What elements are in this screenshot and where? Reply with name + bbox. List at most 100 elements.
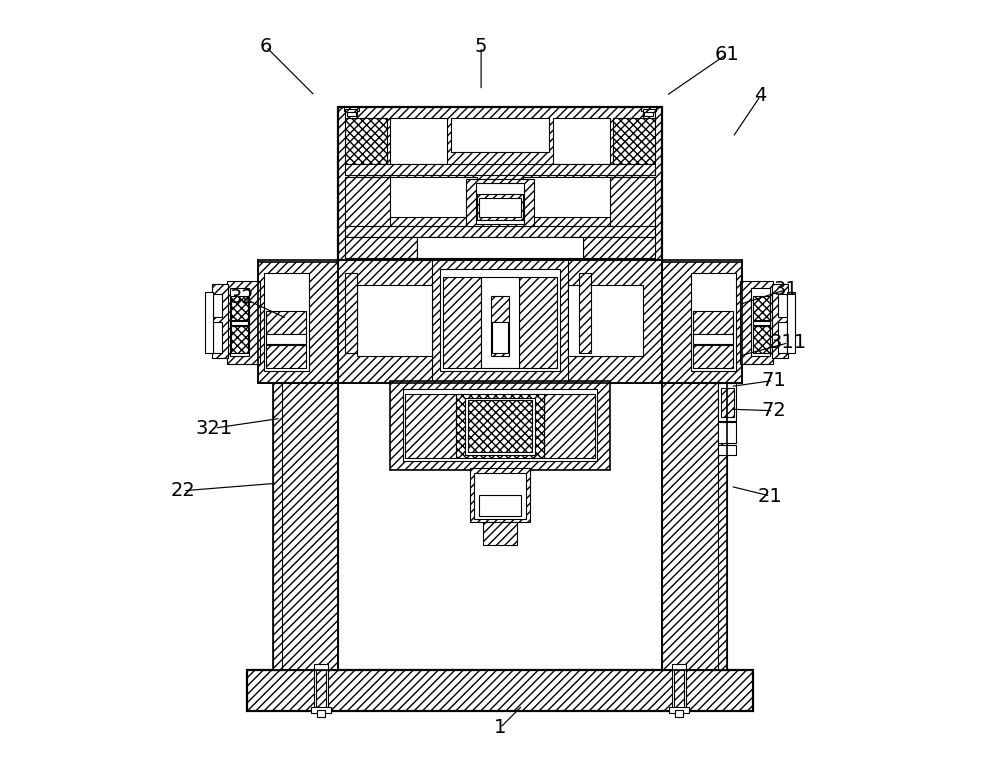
- Bar: [345, 164, 655, 175]
- Bar: [476, 183, 524, 224]
- Bar: [314, 665, 328, 709]
- Bar: [691, 274, 736, 371]
- Text: 61: 61: [714, 45, 739, 64]
- Bar: [403, 389, 597, 461]
- Bar: [583, 237, 655, 258]
- Bar: [519, 277, 557, 368]
- Bar: [266, 345, 306, 368]
- Text: 31: 31: [773, 280, 798, 299]
- Bar: [740, 280, 773, 364]
- Bar: [644, 111, 653, 116]
- Bar: [357, 177, 477, 217]
- Bar: [311, 706, 331, 713]
- Bar: [693, 311, 733, 334]
- Bar: [345, 118, 387, 164]
- Bar: [544, 394, 595, 459]
- Bar: [772, 283, 788, 358]
- Bar: [417, 237, 583, 258]
- Bar: [344, 107, 359, 111]
- Bar: [345, 227, 655, 237]
- Bar: [643, 109, 655, 118]
- Text: 4: 4: [754, 86, 767, 105]
- Bar: [258, 262, 338, 383]
- Bar: [451, 118, 549, 152]
- Text: 22: 22: [170, 481, 195, 500]
- Bar: [338, 261, 662, 383]
- Bar: [390, 381, 610, 470]
- Text: 321: 321: [196, 418, 233, 437]
- Text: 6: 6: [260, 37, 272, 56]
- Bar: [753, 326, 770, 352]
- Text: 21: 21: [758, 487, 783, 506]
- Bar: [753, 321, 770, 325]
- Bar: [693, 334, 733, 343]
- Bar: [718, 445, 736, 455]
- Bar: [213, 294, 222, 317]
- Bar: [230, 288, 249, 356]
- Text: 32: 32: [229, 288, 254, 307]
- Bar: [753, 296, 770, 320]
- Bar: [477, 194, 523, 221]
- Bar: [481, 277, 519, 368]
- Bar: [231, 321, 248, 325]
- Bar: [338, 107, 662, 262]
- Bar: [787, 292, 795, 352]
- Bar: [479, 198, 521, 217]
- Bar: [568, 284, 643, 356]
- Bar: [523, 177, 643, 217]
- Bar: [491, 296, 509, 356]
- Bar: [613, 118, 655, 164]
- Bar: [213, 322, 222, 352]
- Bar: [675, 709, 683, 717]
- Bar: [492, 322, 508, 352]
- Bar: [281, 383, 338, 670]
- Bar: [266, 334, 306, 343]
- Bar: [470, 468, 530, 522]
- Bar: [456, 394, 544, 459]
- Bar: [641, 107, 656, 111]
- Bar: [474, 474, 526, 518]
- Bar: [443, 277, 481, 368]
- Bar: [466, 179, 534, 228]
- Bar: [718, 383, 736, 421]
- Bar: [231, 326, 248, 352]
- Bar: [778, 322, 787, 352]
- Bar: [273, 383, 282, 670]
- Bar: [227, 280, 260, 364]
- Bar: [440, 270, 560, 371]
- Bar: [669, 706, 689, 713]
- Bar: [357, 284, 432, 356]
- Bar: [693, 345, 733, 368]
- Bar: [316, 670, 326, 707]
- Bar: [718, 383, 727, 670]
- Bar: [247, 670, 753, 711]
- Bar: [266, 311, 306, 334]
- Text: 72: 72: [761, 401, 786, 420]
- Text: 5: 5: [475, 37, 487, 56]
- Bar: [264, 274, 309, 371]
- Bar: [345, 237, 417, 258]
- Bar: [483, 522, 517, 545]
- Text: 311: 311: [770, 334, 807, 352]
- Bar: [662, 383, 719, 670]
- Bar: [317, 709, 325, 717]
- Bar: [405, 394, 456, 459]
- Bar: [205, 292, 213, 352]
- Bar: [432, 261, 568, 383]
- Bar: [579, 274, 591, 352]
- Bar: [345, 177, 390, 228]
- Text: 71: 71: [761, 371, 786, 390]
- Bar: [674, 670, 684, 707]
- Bar: [553, 118, 610, 164]
- Bar: [662, 262, 742, 383]
- Bar: [468, 400, 532, 453]
- Bar: [672, 665, 686, 709]
- Bar: [345, 274, 357, 352]
- Bar: [345, 109, 357, 118]
- Bar: [610, 177, 655, 228]
- Bar: [718, 422, 736, 443]
- Text: 1: 1: [494, 719, 506, 738]
- Bar: [212, 283, 228, 358]
- Bar: [465, 398, 535, 455]
- Bar: [390, 118, 447, 164]
